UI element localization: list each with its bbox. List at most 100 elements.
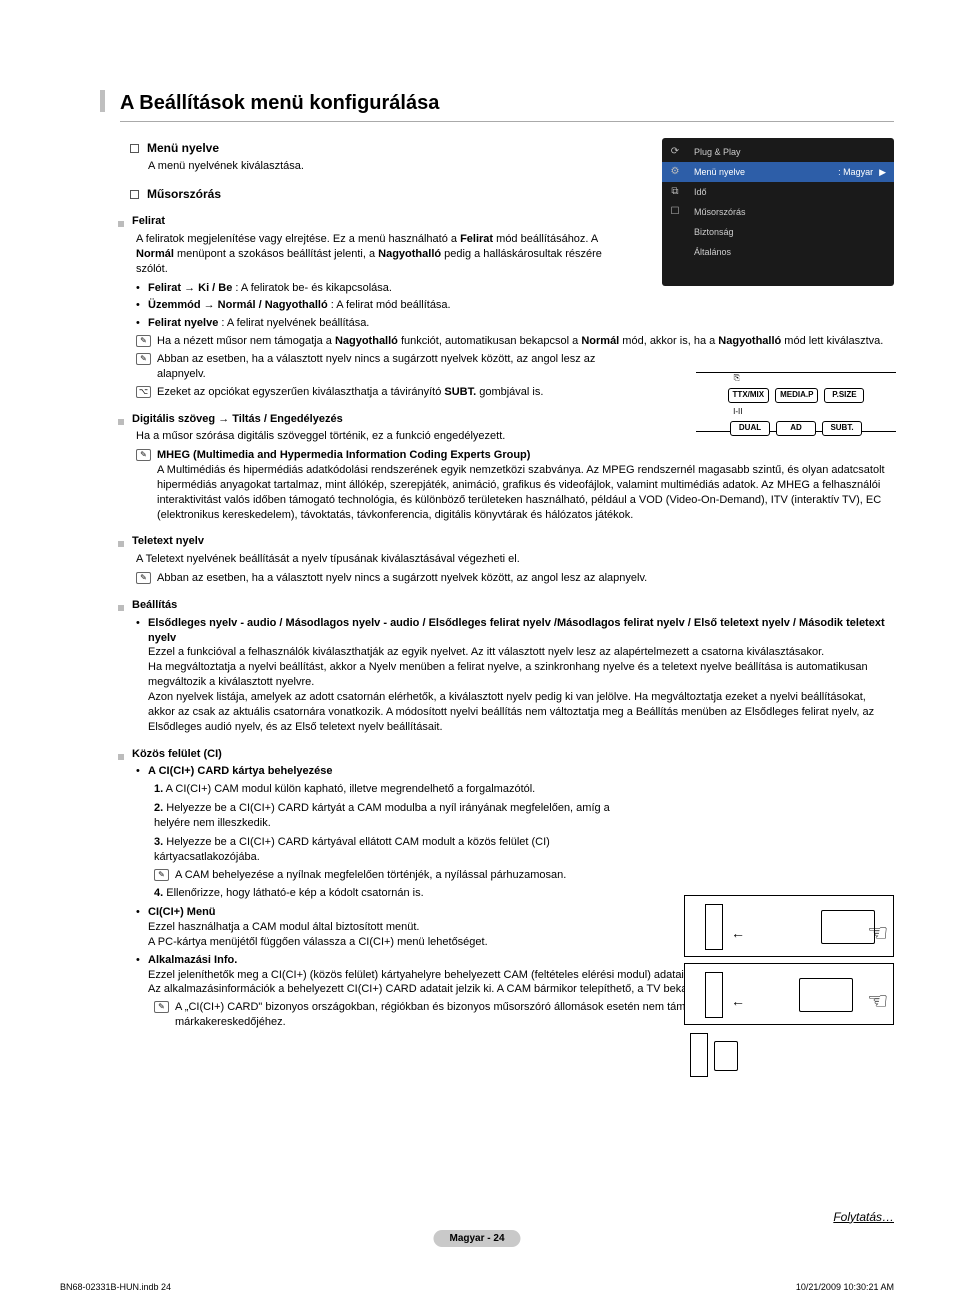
small-bullet-icon bbox=[118, 605, 124, 611]
remote-button: TTX/MIX bbox=[728, 388, 770, 403]
ci-card-icon bbox=[799, 978, 853, 1012]
text-bold: Felirat → Ki / Be bbox=[148, 282, 232, 294]
page-title: A Beállítások menü konfigurálása bbox=[120, 90, 894, 122]
ci-slot-icon bbox=[705, 972, 723, 1018]
step-number: 4. bbox=[154, 887, 163, 899]
section-edge-bar bbox=[100, 90, 105, 112]
chevron-right-icon: ▶ bbox=[879, 166, 886, 178]
note-icon: ✎ bbox=[154, 1001, 169, 1013]
arrow-left-icon: ← bbox=[731, 992, 745, 1011]
subsection-heading-preference: Beállítás bbox=[132, 598, 177, 613]
text-fragment: Abban az esetben, ha a választott nyelv … bbox=[157, 571, 647, 586]
osd-item-label: Műsorszórás bbox=[694, 206, 886, 218]
text-bold: SUBT. bbox=[444, 386, 476, 398]
arrow-left-icon: ← bbox=[731, 924, 745, 943]
dual-icon: I-II bbox=[733, 407, 742, 418]
remote-buttons-figure: ⎘ TTX/MIX MEDIA.P P.SIZE I-II DUAL AD SU… bbox=[696, 372, 896, 432]
note-item: ✎ Ha a nézett műsor nem támogatja a Nagy… bbox=[136, 334, 894, 349]
subsection-heading-digital-text: Digitális szöveg → Tiltás / Engedélyezés bbox=[132, 412, 343, 427]
text-bold: Felirat bbox=[460, 233, 493, 245]
print-footer-left: BN68-02331B-HUN.indb 24 bbox=[60, 1281, 171, 1293]
note-item: ✎ Abban az esetben, ha a választott nyel… bbox=[136, 352, 606, 382]
list-item: • A CI(CI+) CARD kártya behelyezése bbox=[136, 764, 894, 779]
ci-card-figures: ← ☞ ← ☞ bbox=[684, 895, 894, 1087]
osd-item-label: Plug & Play bbox=[694, 146, 886, 158]
print-footer-right: 10/21/2009 10:30:21 AM bbox=[796, 1281, 894, 1293]
text-fragment: : A felirat mód beállítása. bbox=[328, 299, 451, 311]
panel-icon: ⧉ bbox=[666, 185, 684, 199]
text-fragment: Abban az esetben, ha a választott nyelv … bbox=[157, 352, 606, 382]
text-bold: MHEG (Multimedia and Hypermedia Informat… bbox=[157, 449, 530, 461]
text-fragment: funkciót, automatikusan bekapcsol a bbox=[398, 335, 581, 347]
text-fragment: A CI(CI+) CAM modul külön kapható, illet… bbox=[163, 783, 535, 795]
page-number-badge: Magyar - 24 bbox=[433, 1230, 520, 1248]
osd-item-value: : Magyar bbox=[838, 166, 873, 178]
text-bold: A CI(CI+) CARD kártya behelyezése bbox=[148, 764, 333, 779]
text-fragment: : A feliratok be- és kikapcsolása. bbox=[232, 282, 392, 294]
square-bullet-icon bbox=[130, 144, 139, 153]
step-item: 2. Helyezze be a CI(CI+) CARD kártyát a … bbox=[154, 801, 614, 831]
text-bold: Üzemmód → Normál / Nagyothalló bbox=[148, 299, 328, 311]
step-number: 3. bbox=[154, 836, 163, 848]
text-bold: Normál bbox=[581, 335, 619, 347]
text-fragment: Ezzel használhatja a CAM modul által biz… bbox=[148, 921, 419, 933]
text-fragment: A feliratok megjelenítése vagy elrejtése… bbox=[136, 233, 460, 245]
note-icon: ✎ bbox=[136, 335, 151, 347]
text-fragment: Ellenőrizze, hogy látható-e kép a kódolt… bbox=[163, 887, 423, 899]
step-item: 4. Ellenőrizze, hogy látható-e kép a kód… bbox=[154, 886, 614, 901]
text-bold: Alkalmazási Info. bbox=[148, 954, 237, 966]
note-icon: ✎ bbox=[136, 572, 151, 584]
list-item: • Elsődleges nyelv - audio / Másodlagos … bbox=[136, 616, 894, 735]
ci-slot-icon bbox=[690, 1033, 708, 1077]
text-fragment: Ezzel a funkcióval a felhasználók kivála… bbox=[148, 646, 824, 658]
list-item: •Felirat nyelve : A felirat nyelvének be… bbox=[136, 316, 894, 331]
text-bold: Nagyothalló bbox=[718, 335, 781, 347]
text-fragment: A CAM behelyezése a nyílnak megfelelően … bbox=[175, 868, 566, 883]
remote-button: DUAL bbox=[730, 421, 770, 436]
text-bold: Nagyothalló bbox=[378, 248, 441, 260]
bracket-icon: ☐ bbox=[666, 205, 684, 219]
text-fragment: Helyezze be a CI(CI+) CARD kártyát a CAM… bbox=[154, 802, 610, 829]
section-heading-broadcast: Műsorszórás bbox=[147, 186, 221, 202]
remote-button: P.SIZE bbox=[824, 388, 864, 403]
ci-figure-1: ← ☞ bbox=[684, 895, 894, 957]
subsection-heading-teletext: Teletext nyelv bbox=[132, 534, 204, 549]
text-bold: Felirat nyelve bbox=[148, 317, 218, 329]
remote-button: MEDIA.P bbox=[775, 388, 818, 403]
body-text: A Teletext nyelvének beállítását a nyelv… bbox=[136, 552, 894, 567]
osd-item: Biztonság bbox=[662, 222, 894, 242]
text-fragment: Ezeket az opciókat egyszerűen kiválaszth… bbox=[157, 386, 444, 398]
teletext-icon: ⎘ bbox=[734, 373, 740, 384]
spinner-icon: ⟳ bbox=[666, 145, 684, 159]
note-icon: ✎ bbox=[136, 449, 151, 461]
step-number: 1. bbox=[154, 783, 163, 795]
remote-button: SUBT. bbox=[822, 421, 862, 436]
note-item: ✎ Abban az esetben, ha a választott nyel… bbox=[136, 571, 894, 586]
list-item: •Üzemmód → Normál / Nagyothalló : A feli… bbox=[136, 298, 894, 313]
text-fragment: gombjával is. bbox=[476, 386, 543, 398]
small-bullet-icon bbox=[118, 541, 124, 547]
hand-icon: ☞ bbox=[867, 918, 889, 950]
osd-item-label: Idő bbox=[694, 186, 886, 198]
note-icon: ✎ bbox=[154, 869, 169, 881]
text-fragment: Helyezze be a CI(CI+) CARD kártyával ell… bbox=[154, 836, 550, 863]
text-fragment: Ezzel jeleníthetők meg a CI(CI+) (közös … bbox=[148, 969, 687, 981]
text-fragment: Ha megváltoztatja a nyelvi beállítást, a… bbox=[148, 661, 868, 688]
text-bold: Elsődleges nyelv - audio / Másodlagos ny… bbox=[148, 617, 885, 644]
text-fragment: : A felirat nyelvének beállítása. bbox=[218, 317, 369, 329]
osd-item: Általános bbox=[662, 242, 894, 262]
ci-figure-2: ← ☞ bbox=[684, 963, 894, 1025]
ci-figure-3 bbox=[684, 1031, 744, 1081]
osd-item: ⟳ Plug & Play bbox=[662, 142, 894, 162]
step-item: 1. A CI(CI+) CAM modul külön kapható, il… bbox=[154, 782, 614, 797]
text-fragment: Ha a nézett műsor nem támogatja a bbox=[157, 335, 335, 347]
text-bold: CI(CI+) Menü bbox=[148, 906, 216, 918]
ci-slot-icon bbox=[705, 904, 723, 950]
subsection-heading-ci: Közös felület (CI) bbox=[132, 747, 222, 762]
text-fragment: mód lett kiválasztva. bbox=[781, 335, 883, 347]
text-fragment: A PC-kártya menüjétől függően válassza a… bbox=[148, 936, 488, 948]
square-bullet-icon bbox=[130, 190, 139, 199]
small-bullet-icon bbox=[118, 754, 124, 760]
osd-item-label: Általános bbox=[694, 246, 886, 258]
osd-item-selected: ⚙ Menü nyelve : Magyar ▶ bbox=[662, 162, 894, 182]
